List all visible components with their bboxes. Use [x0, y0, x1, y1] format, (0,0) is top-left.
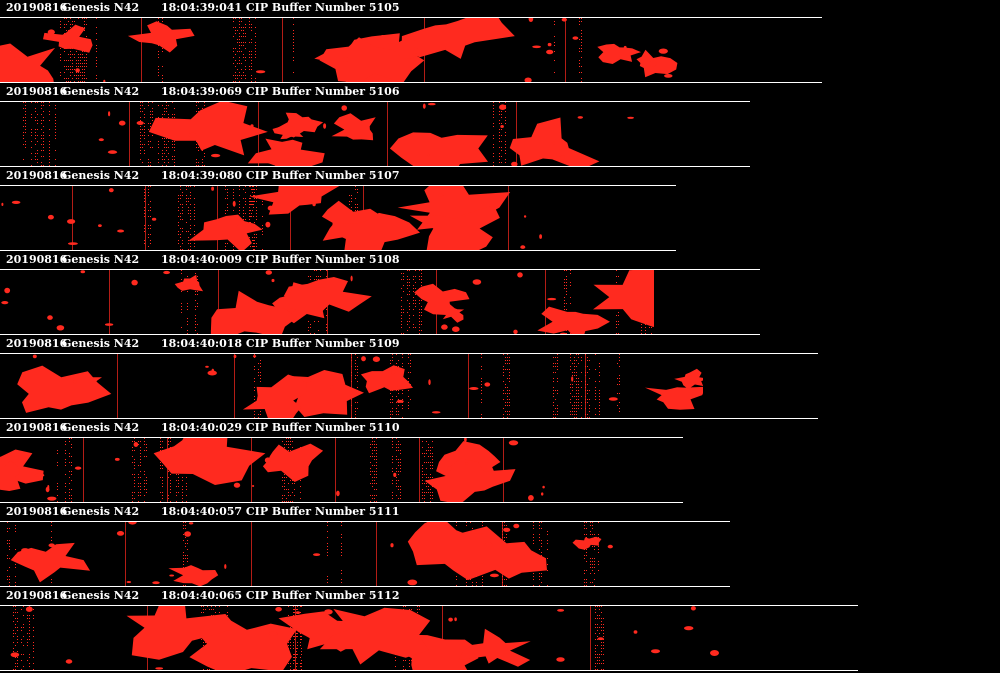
strip-time: 18:04:40:009	[161, 253, 243, 266]
particle-image-strip	[0, 354, 818, 418]
strip-bottom-border	[0, 82, 822, 83]
particle-image-graphic	[17, 354, 703, 418]
buffer-strip: 20190816 Genesis N42 18:04:40:018 CIP Buff…	[0, 336, 1000, 420]
buffer-strip: 20190816 Genesis N42 18:04:40:065 CIP Buff…	[0, 588, 1000, 672]
strip-top-border	[0, 101, 750, 102]
buffer-strip: 20190816 Genesis N42 18:04:39:069 CIP Buff…	[0, 84, 1000, 168]
strip-buffer-number: CIP Buffer Number 5106	[245, 85, 400, 98]
strip-buffer-number: CIP Buffer Number 5112	[245, 589, 400, 602]
strip-top-border	[0, 353, 818, 354]
strip-date: 20190816	[6, 505, 68, 518]
strip-bottom-border	[0, 502, 683, 503]
buffer-strip: 20190816 Genesis N42 18:04:39:080 CIP Buff…	[0, 168, 1000, 252]
strip-time-buffer: 18:04:39:041 CIP Buffer Number 5105	[161, 0, 400, 16]
particle-image-graphic	[0, 438, 545, 502]
strip-probe: Genesis N42	[62, 505, 140, 518]
strip-buffer-number: CIP Buffer Number 5109	[245, 337, 400, 350]
strip-probe: Genesis N42	[62, 421, 140, 434]
strip-probe: Genesis N42	[62, 85, 140, 98]
strip-probe: Genesis N42	[62, 589, 140, 602]
strip-header: 20190816 Genesis N42 18:04:39:080 CIP Buff…	[0, 168, 1000, 184]
strip-date: 20190816	[6, 1, 68, 14]
strip-buffer-number: CIP Buffer Number 5108	[245, 253, 400, 266]
strip-time-buffer: 18:04:40:029 CIP Buffer Number 5110	[161, 420, 400, 436]
strip-time: 18:04:39:069	[161, 85, 243, 98]
strip-date: 20190816	[6, 421, 68, 434]
strip-buffer-number: CIP Buffer Number 5110	[245, 421, 400, 434]
particle-image-strip	[0, 102, 750, 166]
strip-date: 20190816	[6, 253, 68, 266]
strip-bottom-border	[0, 670, 858, 671]
buffer-strip: 20190816 Genesis N42 18:04:39:041 CIP Buff…	[0, 0, 1000, 84]
particle-image-strip	[0, 606, 858, 670]
particle-image-graphic	[10, 606, 719, 670]
strip-top-border	[0, 605, 858, 606]
strip-top-border	[0, 17, 822, 18]
strip-time: 18:04:39:080	[161, 169, 243, 182]
strip-header: 20190816 Genesis N42 18:04:40:057 CIP Buff…	[0, 504, 1000, 520]
strip-header: 20190816 Genesis N42 18:04:40:065 CIP Buff…	[0, 588, 1000, 604]
strip-buffer-number: CIP Buffer Number 5105	[245, 1, 400, 14]
strip-top-border	[0, 269, 760, 270]
strip-header: 20190816 Genesis N42 18:04:40:009 CIP Buff…	[0, 252, 1000, 268]
strip-buffer-number: CIP Buffer Number 5107	[245, 169, 400, 182]
buffer-strip: 20190816 Genesis N42 18:04:40:029 CIP Buff…	[0, 420, 1000, 504]
strip-time: 18:04:40:029	[161, 421, 243, 434]
strip-time-buffer: 18:04:40:057 CIP Buffer Number 5111	[161, 504, 400, 520]
strip-date: 20190816	[6, 589, 68, 602]
strip-time-buffer: 18:04:40:009 CIP Buffer Number 5108	[161, 252, 400, 268]
strip-probe: Genesis N42	[62, 337, 140, 350]
buffer-strip: 20190816 Genesis N42 18:04:40:009 CIP Buff…	[0, 252, 1000, 336]
strip-probe: Genesis N42	[62, 253, 140, 266]
strip-time-buffer: 18:04:40:018 CIP Buffer Number 5109	[161, 336, 400, 352]
strip-header: 20190816 Genesis N42 18:04:40:018 CIP Buff…	[0, 336, 1000, 352]
strip-time: 18:04:40:057	[161, 505, 243, 518]
strip-time-buffer: 18:04:39:080 CIP Buffer Number 5107	[161, 168, 400, 184]
strip-bottom-border	[0, 586, 730, 587]
particle-image-graphic	[7, 522, 613, 586]
strip-time-buffer: 18:04:40:065 CIP Buffer Number 5112	[161, 588, 400, 604]
strip-top-border	[0, 521, 730, 522]
particle-image-graphic	[23, 102, 634, 166]
strip-header: 20190816 Genesis N42 18:04:40:029 CIP Buff…	[0, 420, 1000, 436]
strip-date: 20190816	[6, 337, 68, 350]
strip-bottom-border	[0, 418, 818, 419]
strip-bottom-border	[0, 166, 750, 167]
particle-image-strip	[0, 270, 760, 334]
strip-date: 20190816	[6, 85, 68, 98]
strip-header: 20190816 Genesis N42 18:04:39:041 CIP Buff…	[0, 0, 1000, 16]
strip-probe: Genesis N42	[62, 169, 140, 182]
strip-bottom-border	[0, 334, 760, 335]
strip-top-border	[0, 437, 683, 438]
strip-time: 18:04:40:018	[161, 337, 243, 350]
particle-image-graphic	[1, 186, 542, 250]
strip-bottom-border	[0, 250, 676, 251]
strip-probe: Genesis N42	[62, 1, 140, 14]
particle-image-strip	[0, 522, 730, 586]
strip-header: 20190816 Genesis N42 18:04:39:069 CIP Buff…	[0, 84, 1000, 100]
particle-image-graphic	[0, 18, 678, 82]
strip-date: 20190816	[6, 169, 68, 182]
particle-image-strip	[0, 18, 822, 82]
strip-time: 18:04:40:065	[161, 589, 243, 602]
particle-image-graphic	[1, 270, 654, 334]
buffer-strip: 20190816 Genesis N42 18:04:40:057 CIP Buff…	[0, 504, 1000, 588]
particle-image-strip	[0, 186, 676, 250]
strip-time-buffer: 18:04:39:069 CIP Buffer Number 5106	[161, 84, 400, 100]
strip-buffer-number: CIP Buffer Number 5111	[245, 505, 400, 518]
particle-image-strip	[0, 438, 683, 502]
strip-time: 18:04:39:041	[161, 1, 243, 14]
